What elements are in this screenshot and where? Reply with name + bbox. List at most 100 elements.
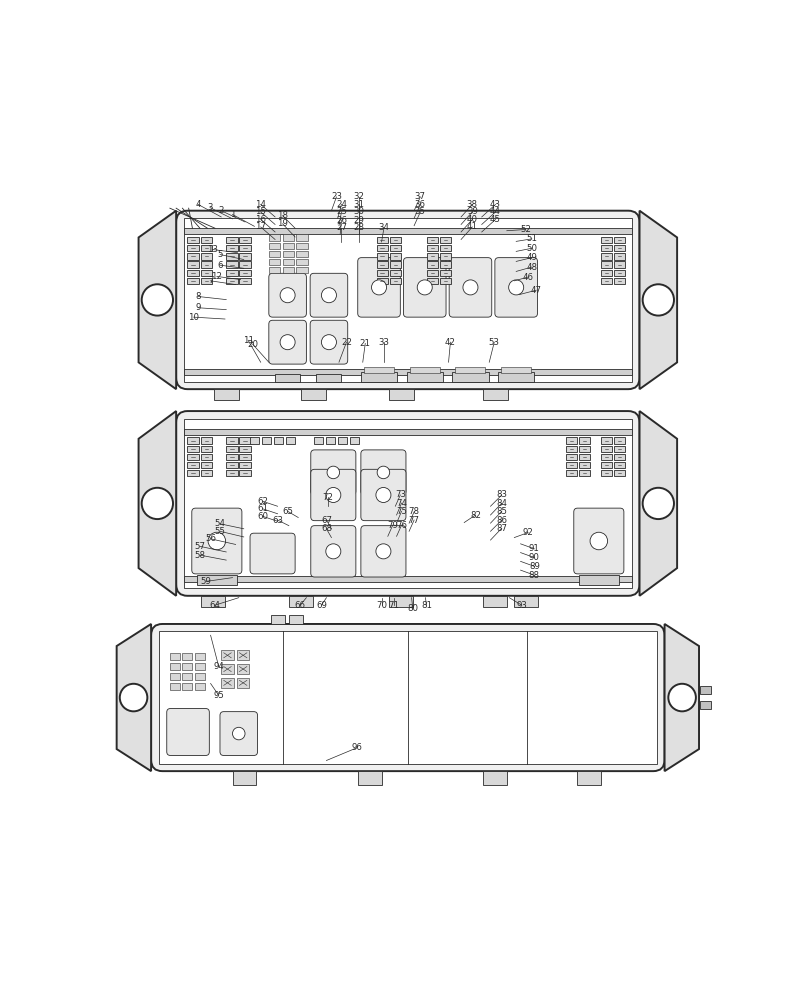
Text: 76: 76 [396,521,407,530]
Circle shape [280,335,295,350]
FancyBboxPatch shape [310,320,347,364]
Bar [614,270,625,276]
Text: 47: 47 [531,286,541,295]
Text: 36: 36 [415,200,426,209]
Bar [239,237,250,243]
Text: 9: 9 [196,303,200,312]
Bar [286,437,295,444]
Bar [269,234,280,241]
Bar [200,261,212,268]
Text: 5: 5 [217,250,223,259]
Bar [253,561,292,568]
Bar [614,437,625,444]
Bar [317,374,342,382]
FancyBboxPatch shape [449,258,492,317]
Bar [440,253,451,260]
Circle shape [326,544,341,559]
Bar [183,228,632,234]
Bar [283,234,294,241]
Circle shape [642,488,674,519]
Text: 55: 55 [214,527,225,536]
FancyBboxPatch shape [311,450,356,495]
Circle shape [120,684,147,711]
Bar [239,437,250,444]
Bar [614,446,625,452]
Text: 21: 21 [360,339,371,348]
Text: 22: 22 [341,338,352,347]
Bar [170,663,180,670]
Bar [187,270,199,276]
Bar [427,245,438,251]
Bar [389,389,415,400]
Bar [440,261,451,268]
Bar [579,575,619,585]
Bar [577,771,600,785]
FancyBboxPatch shape [361,526,406,577]
Bar [456,367,486,373]
Text: 52: 52 [520,225,531,234]
Bar [239,245,250,251]
Bar [600,462,612,468]
FancyBboxPatch shape [311,469,356,521]
Bar [183,673,192,680]
Circle shape [280,288,295,303]
Circle shape [322,335,336,350]
Bar [269,267,280,273]
Bar [700,686,711,694]
Bar [427,270,438,276]
Bar [237,650,250,660]
Text: 7: 7 [208,276,213,285]
Text: 2: 2 [218,206,224,215]
Bar [187,253,199,260]
Bar [269,259,280,265]
Bar [600,454,612,460]
Circle shape [208,532,225,550]
Text: 53: 53 [489,338,500,347]
FancyBboxPatch shape [574,508,624,574]
Bar [614,462,625,468]
Bar [326,437,335,444]
Circle shape [590,532,608,550]
Bar [614,278,625,284]
Bar [301,389,326,400]
Text: 4: 4 [196,200,201,209]
Bar [377,261,388,268]
FancyBboxPatch shape [250,533,295,574]
Bar [200,245,212,251]
Text: 38: 38 [467,200,478,209]
Bar [389,245,401,251]
Bar [269,243,280,249]
Circle shape [376,544,391,559]
Bar [452,372,489,382]
Bar [187,261,199,268]
Bar [183,419,632,588]
Bar [226,278,238,284]
Bar [566,454,577,460]
Bar [221,650,234,660]
Bar [566,437,577,444]
Bar [195,663,205,670]
Bar [440,237,451,243]
Text: 72: 72 [322,493,333,502]
Bar [187,437,199,444]
Bar [389,270,401,276]
Bar [614,253,625,260]
Bar [377,237,388,243]
Text: 59: 59 [200,577,212,586]
Bar [297,234,308,241]
Text: 25: 25 [336,207,347,216]
Bar [195,653,205,660]
Bar [297,243,308,249]
Bar [579,470,590,476]
Bar [200,237,212,243]
Bar [501,367,531,373]
Text: 64: 64 [209,601,221,610]
Text: 1: 1 [229,210,235,219]
Bar [440,278,451,284]
Bar [239,462,250,468]
Bar [283,259,294,265]
Text: 80: 80 [407,604,419,613]
Text: 14: 14 [255,200,266,209]
Text: 8: 8 [196,292,201,301]
Bar [239,261,250,268]
